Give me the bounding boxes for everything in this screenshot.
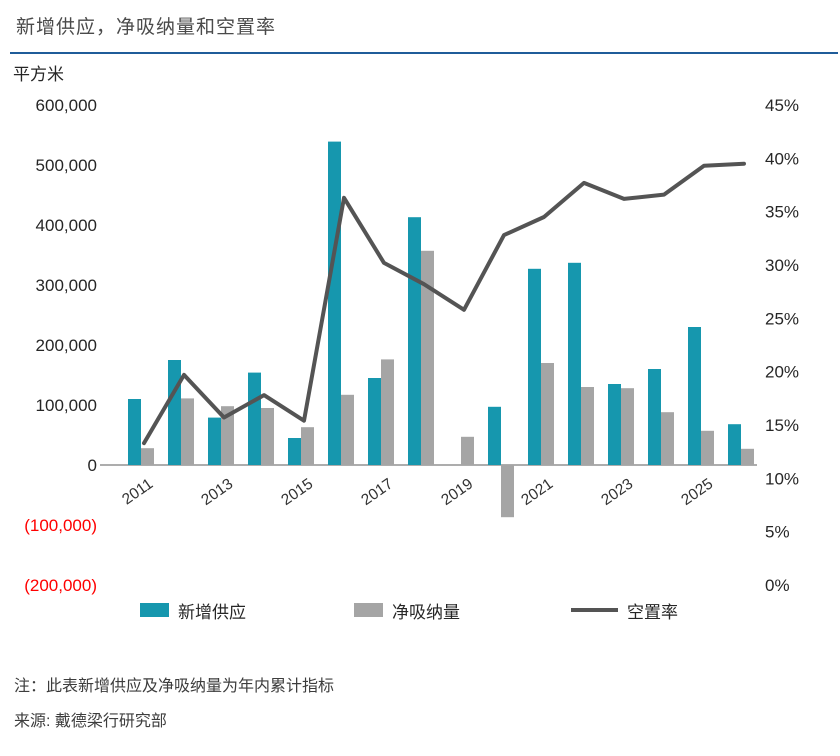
left-axis-tick-label: (100,000) <box>24 516 97 535</box>
net-absorption-bar <box>741 448 754 465</box>
net-absorption-bar <box>141 448 154 465</box>
left-axis-tick-label: 500,000 <box>36 156 97 175</box>
new-supply-bar <box>688 327 701 465</box>
chart-legend: 新增供应 净吸纳量 空置率 <box>0 597 840 625</box>
x-axis-tick-label: 2013 <box>198 475 236 509</box>
right-axis-tick-label: 5% <box>765 523 790 542</box>
new-supply-bar <box>648 369 661 465</box>
x-axis-tick-label: 2017 <box>358 475 396 509</box>
right-axis-tick-label: 10% <box>765 469 799 488</box>
right-axis-tick-label: 35% <box>765 203 799 222</box>
legend-label-new-supply: 新增供应 <box>178 602 246 622</box>
x-axis-tick-label: 2015 <box>278 475 316 509</box>
net-absorption-bar <box>581 387 594 465</box>
new-supply-bar <box>328 141 341 465</box>
legend-label-net-absorption: 净吸纳量 <box>392 602 460 622</box>
new-supply-bar <box>368 378 381 465</box>
page-title: 新增供应，净吸纳量和空置率 <box>16 17 277 38</box>
left-axis-tick-label: 200,000 <box>36 336 97 355</box>
right-axis-tick-label: 45% <box>765 96 799 115</box>
x-axis-tick-label: 2019 <box>438 475 476 509</box>
new-supply-bar <box>568 262 581 465</box>
net-absorption-bar <box>501 465 514 518</box>
new-supply-bar <box>528 268 541 465</box>
new-supply-bar <box>728 424 741 465</box>
vacancy-rate-line-swatch-icon <box>571 608 618 612</box>
new-supply-bar <box>488 406 501 465</box>
left-axis-tick-label: 100,000 <box>36 396 97 415</box>
net-absorption-bar <box>541 363 554 465</box>
net-absorption-bar <box>181 398 194 465</box>
right-axis-tick-label: 20% <box>765 363 799 382</box>
x-axis-tick-label: 2025 <box>678 475 716 509</box>
left-axis-tick-label: (200,000) <box>24 576 97 595</box>
title-divider <box>10 52 838 54</box>
left-axis-tick-label: 0 <box>88 456 97 475</box>
net-absorption-swatch-icon <box>354 603 383 617</box>
legend-item-new-supply: 新增供应 <box>140 597 246 623</box>
chart-footnote: 注：此表新增供应及净吸纳量为年内累计指标 <box>14 678 335 695</box>
right-axis-tick-label: 40% <box>765 149 799 168</box>
left-axis-tick-label: 300,000 <box>36 276 97 295</box>
new-supply-swatch-icon <box>140 603 169 617</box>
net-absorption-bar <box>661 412 674 465</box>
right-axis-tick-label: 0% <box>765 576 790 595</box>
right-axis-tick-label: 25% <box>765 309 799 328</box>
left-axis-tick-label: 600,000 <box>36 96 97 115</box>
net-absorption-bar <box>701 430 714 465</box>
x-axis-tick-label: 2023 <box>598 475 636 509</box>
net-absorption-bar <box>421 250 434 465</box>
new-supply-bar <box>288 438 301 465</box>
new-supply-bar <box>128 399 141 465</box>
net-absorption-bar <box>301 427 314 465</box>
legend-label-vacancy-rate: 空置率 <box>627 602 678 622</box>
vacancy-supply-chart: 600,000 500,000 400,000 300,000 200,000 100,0… <box>24 96 799 595</box>
right-axis-tick-label: 30% <box>765 256 799 275</box>
net-absorption-bar <box>621 388 634 465</box>
x-axis-tick-label: 2011 <box>119 475 156 508</box>
net-absorption-bar <box>381 359 394 465</box>
legend-item-vacancy-rate: 空置率 <box>571 597 678 623</box>
vacancy-rate-line <box>142 161 746 446</box>
net-absorption-bar <box>261 408 274 465</box>
new-supply-bar <box>248 372 261 465</box>
right-axis-tick-label: 15% <box>765 416 799 435</box>
chart-source: 来源: 戴德梁行研究部 <box>14 713 167 730</box>
legend-item-net-absorption: 净吸纳量 <box>354 597 460 623</box>
net-absorption-bar <box>461 436 474 465</box>
new-supply-bar <box>208 417 221 465</box>
left-axis-unit-label: 平方米 <box>13 65 64 84</box>
new-supply-bar <box>608 384 621 465</box>
new-supply-bar <box>408 217 421 465</box>
new-supply-bar <box>168 360 181 465</box>
left-axis-tick-label: 400,000 <box>36 216 97 235</box>
net-absorption-bar <box>341 394 354 465</box>
x-axis-tick-label: 2021 <box>518 475 556 509</box>
net-absorption-bar <box>221 406 234 465</box>
